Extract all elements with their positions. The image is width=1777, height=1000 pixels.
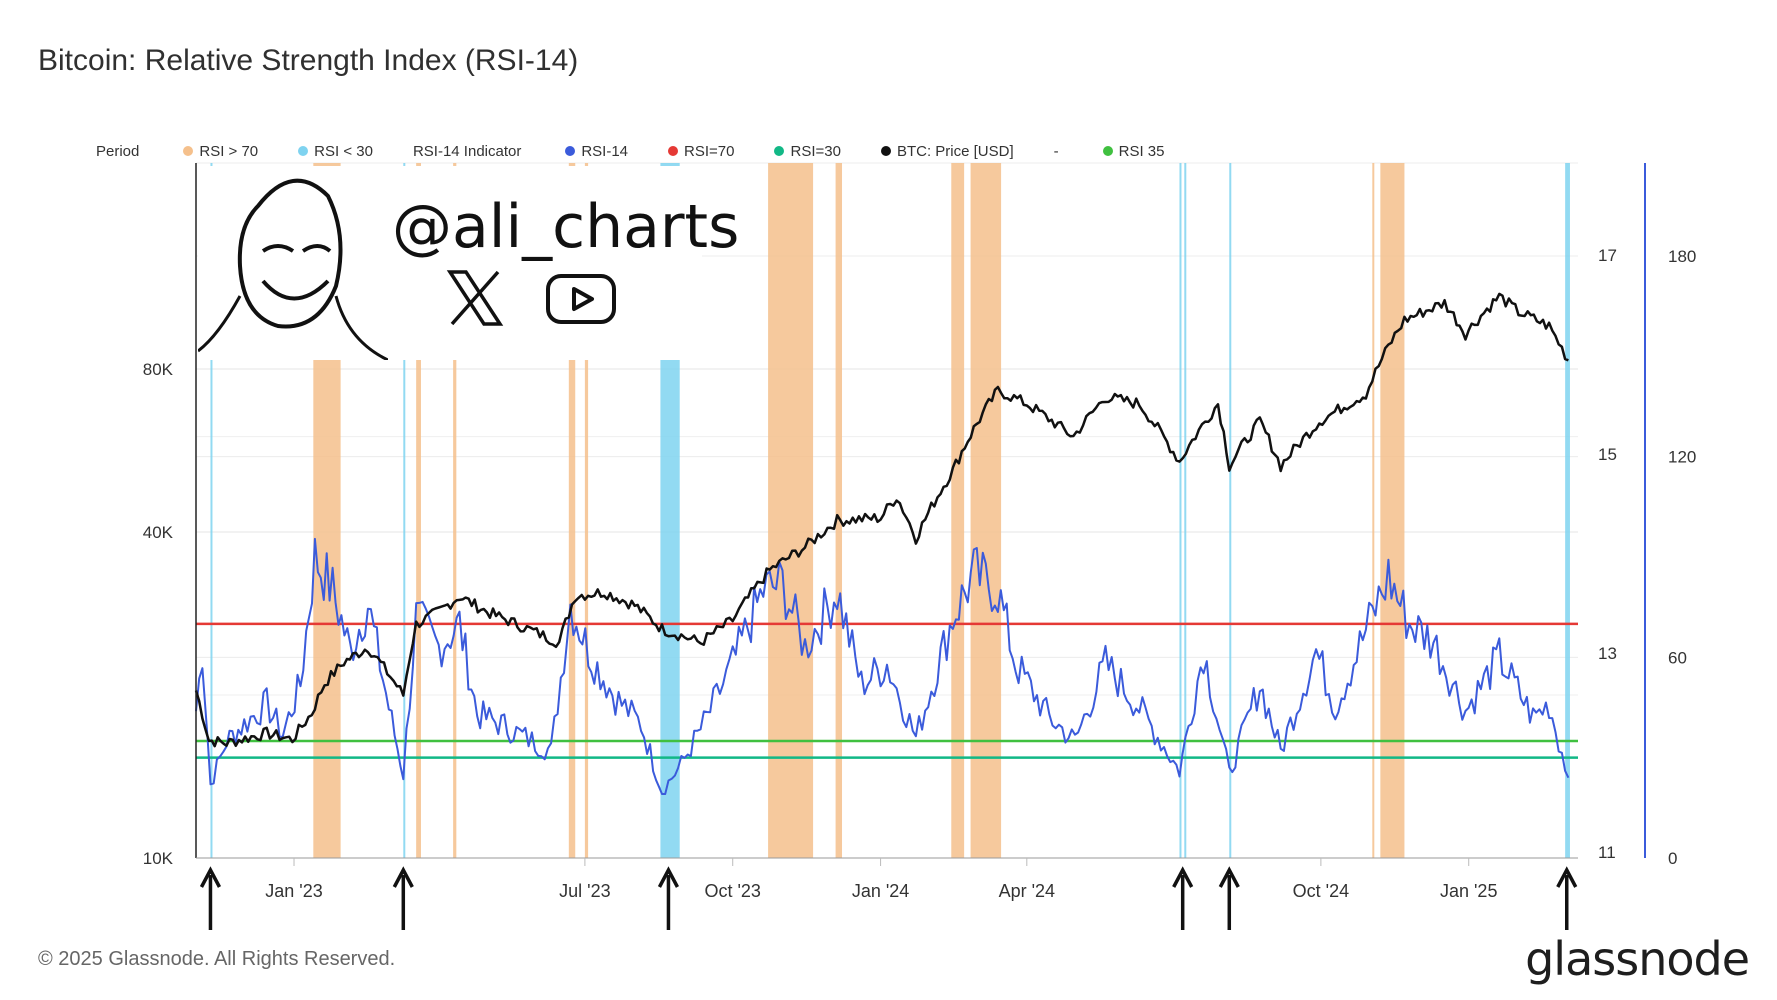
y-tick-label: 10K bbox=[143, 849, 174, 868]
shaded-period bbox=[1372, 163, 1375, 858]
legend-label: RSI > 70 bbox=[199, 142, 259, 160]
legend-swatch bbox=[880, 146, 891, 156]
y-tick-label: 40K bbox=[143, 523, 174, 542]
annotation-arrowhead bbox=[657, 866, 679, 888]
legend-item[interactable]: RSI < 30 bbox=[298, 143, 373, 160]
copyright-footer: © 2025 Glassnode. All Rights Reserved. bbox=[38, 948, 396, 970]
right-tick-label: 15 bbox=[1598, 445, 1617, 464]
legend-label: - bbox=[1053, 142, 1059, 160]
legend-item[interactable]: RSI=70 bbox=[668, 143, 734, 160]
shaded-period bbox=[584, 163, 589, 858]
shaded-period bbox=[1184, 163, 1187, 858]
rsi-tick-label: 0 bbox=[1668, 849, 1677, 868]
legend-swatch bbox=[774, 146, 785, 156]
shaded-period bbox=[403, 163, 406, 858]
shaded-period bbox=[1565, 163, 1570, 858]
x-tick-label: Jan '23 bbox=[265, 881, 322, 901]
annotation-arrowhead bbox=[1218, 866, 1240, 888]
legend-label: BTC: Price [USD] bbox=[896, 142, 1014, 160]
legend-label: RSI=30 bbox=[790, 142, 841, 160]
shaded-period bbox=[210, 163, 213, 858]
btc-price-line bbox=[194, 292, 1569, 748]
shaded-period bbox=[970, 163, 1002, 858]
glassnode-logo: glassnode bbox=[1525, 932, 1750, 986]
x-tick-label: Oct '23 bbox=[704, 881, 760, 901]
x-tick-label: Apr '24 bbox=[999, 881, 1055, 901]
meme-face-icon bbox=[198, 178, 388, 360]
shaded-period bbox=[1179, 163, 1182, 858]
legend-label: RSI-14 bbox=[581, 142, 629, 160]
chart-legend: Period RSI > 70 RSI < 30 RSI-14 Indicator RS… bbox=[96, 140, 1204, 162]
legend-item[interactable]: RSI=30 bbox=[774, 142, 841, 160]
right-tick-label: 13 bbox=[1598, 644, 1617, 663]
watermark-handle: @ali_charts bbox=[392, 192, 740, 262]
legend-label: Period bbox=[96, 142, 140, 160]
right-tick-label: 17 bbox=[1598, 246, 1617, 265]
shaded-period bbox=[951, 163, 965, 858]
legend-item[interactable]: RSI > 70 bbox=[183, 143, 258, 160]
legend-label: RSI 35 bbox=[1118, 142, 1165, 160]
legend-swatch bbox=[298, 146, 309, 156]
x-tick-label: Oct '24 bbox=[1293, 881, 1349, 901]
shaded-period bbox=[1380, 163, 1405, 858]
legend-swatch bbox=[183, 146, 194, 156]
shaded-period bbox=[416, 163, 421, 858]
legend-swatch bbox=[668, 146, 679, 156]
rsi-tick-label: 60 bbox=[1668, 648, 1687, 667]
annotation-arrowhead bbox=[392, 866, 414, 888]
y-tick-label: 80K bbox=[143, 360, 174, 379]
shaded-period bbox=[1229, 163, 1232, 858]
legend-item[interactable]: Period bbox=[96, 143, 139, 160]
right-tick-label: 11 bbox=[1598, 843, 1616, 862]
shaded-period bbox=[768, 163, 814, 858]
shaded-period bbox=[453, 163, 457, 858]
legend-label: RSI-14 Indicator bbox=[412, 142, 522, 160]
legend-swatch bbox=[565, 146, 576, 156]
legend-item[interactable]: RSI-14 bbox=[565, 143, 628, 160]
shaded-period bbox=[568, 163, 576, 858]
legend-swatch bbox=[1102, 146, 1113, 156]
rsi-tick-label: 120 bbox=[1668, 448, 1696, 467]
legend-item[interactable]: RSI-14 Indicator bbox=[413, 143, 521, 160]
rsi-14-line bbox=[195, 537, 1570, 795]
shaded-period bbox=[835, 163, 843, 858]
x-tick-label: Jan '25 bbox=[1440, 881, 1497, 901]
legend-label: RSI < 30 bbox=[314, 142, 373, 160]
chart-title: Bitcoin: Relative Strength Index (RSI-14… bbox=[38, 44, 579, 77]
annotation-arrowhead bbox=[1556, 866, 1578, 888]
annotation-arrowhead bbox=[1172, 866, 1194, 888]
x-logo-icon bbox=[446, 270, 504, 326]
x-tick-label: Jul '23 bbox=[559, 881, 610, 901]
x-tick-label: Jan '24 bbox=[852, 881, 909, 901]
legend-item[interactable]: - bbox=[1054, 143, 1059, 160]
legend-item[interactable]: RSI 35 bbox=[1102, 142, 1165, 160]
rsi-tick-label: 180 bbox=[1668, 247, 1696, 266]
youtube-icon bbox=[546, 274, 616, 324]
legend-label: RSI=70 bbox=[684, 142, 735, 160]
legend-item[interactable]: BTC: Price [USD] bbox=[880, 142, 1014, 160]
annotation-arrowhead bbox=[199, 866, 222, 888]
